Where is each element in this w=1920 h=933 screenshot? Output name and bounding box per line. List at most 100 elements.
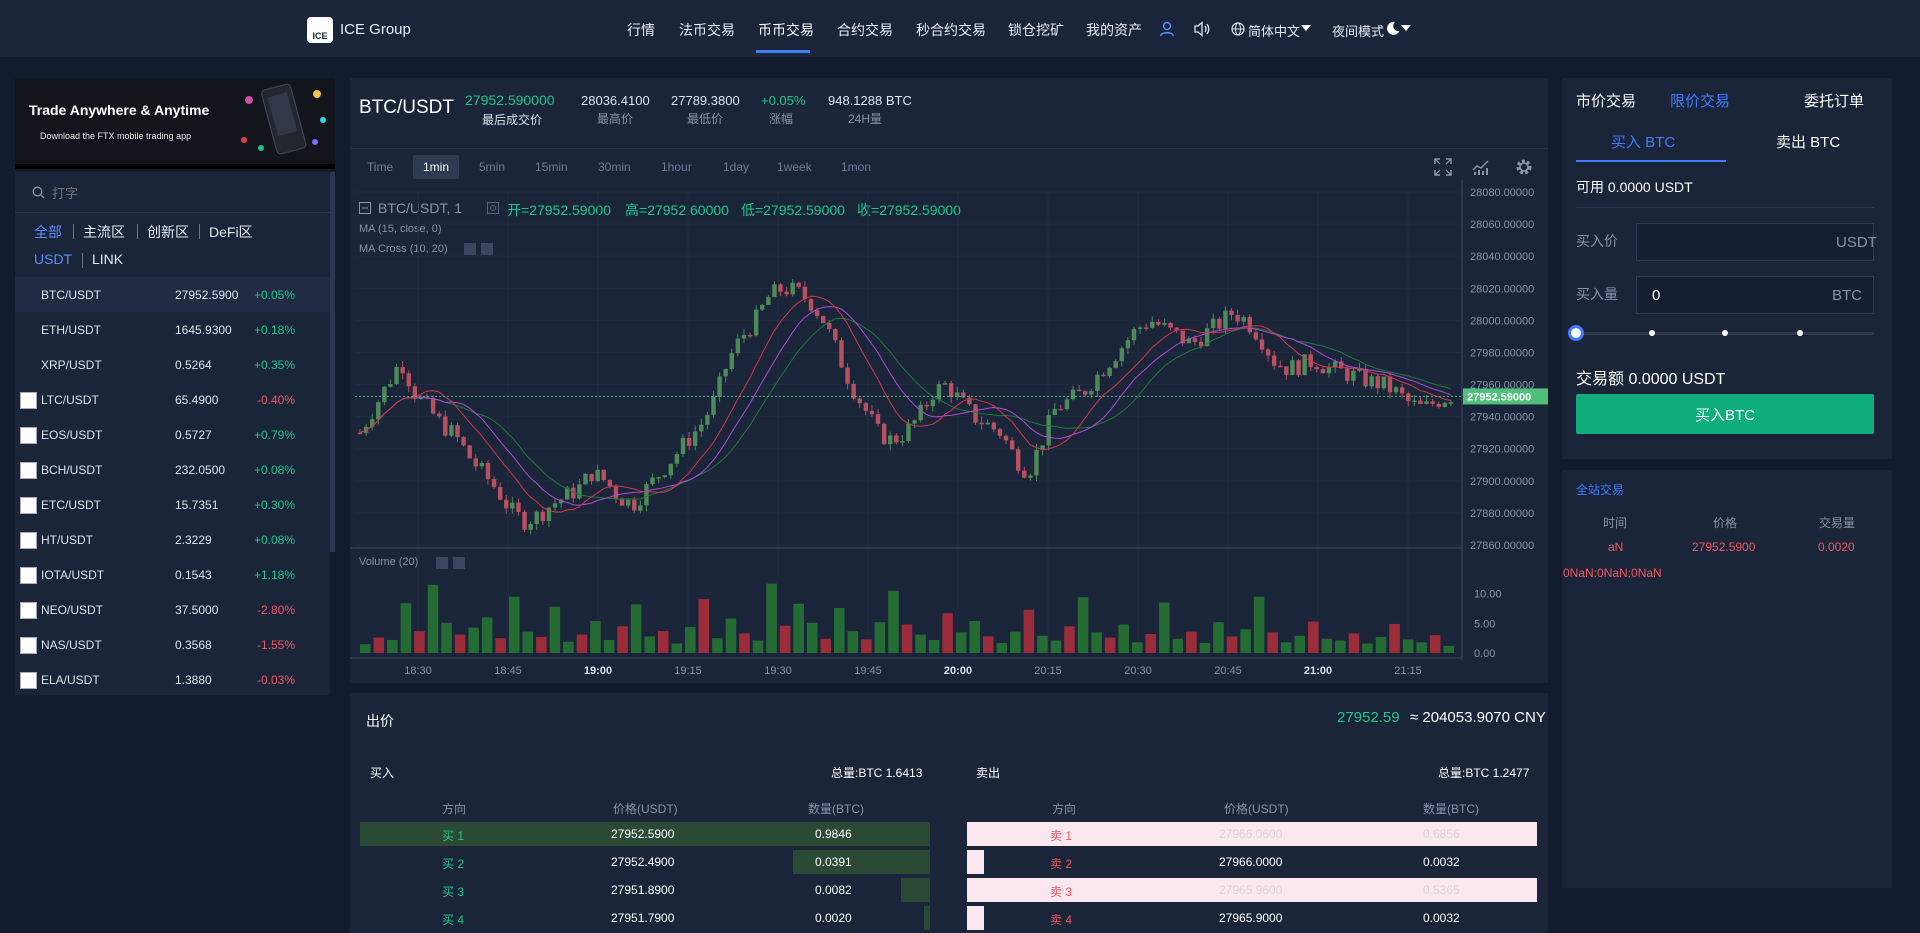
candlestick-chart[interactable]: 28080.00000 28060.00000 28040.00000 28020.0…: [350, 180, 1548, 680]
market-search-input[interactable]: [52, 182, 312, 204]
timeframe-1week[interactable]: 1week: [777, 160, 812, 174]
candle-body: [1174, 327, 1179, 331]
nav-staking[interactable]: 锁仓挖矿: [1008, 22, 1064, 38]
market-row[interactable]: BCH/USDT 232.0500 +0.08%: [15, 452, 330, 487]
price-axis-tick: 28040.00000: [1470, 251, 1534, 263]
buy-price-input[interactable]: [1636, 223, 1874, 261]
market-row[interactable]: BTC/USDT 27952.5900 +0.05%: [15, 277, 330, 312]
market-row[interactable]: ETC/USDT 15.7351 +0.30%: [15, 487, 330, 522]
trade-history-title[interactable]: 全站交易: [1576, 483, 1625, 497]
nav-second-contract[interactable]: 秒合约交易: [916, 22, 986, 38]
market-row[interactable]: ELA/USDT 1.3880 -0.03%: [15, 662, 330, 697]
tab-open-orders[interactable]: 委托订单: [1804, 93, 1865, 110]
zone-tab-defi[interactable]: DeFi区: [209, 224, 253, 240]
timeframe-time[interactable]: Time: [367, 160, 394, 174]
candle-body: [1302, 354, 1307, 376]
candle-body: [1418, 400, 1423, 404]
volume-close-icon[interactable]: [453, 557, 465, 569]
market-row[interactable]: NEO/USDT 37.5000 -2.80%: [15, 592, 330, 627]
app-promo-banner[interactable]: Trade Anywhere & Anytime Download the FT…: [15, 78, 335, 164]
market-row[interactable]: ETH/USDT 1645.9300 +0.18%: [15, 312, 330, 347]
candle-body: [534, 511, 539, 524]
market-row[interactable]: EOS/USDT 0.5727 +0.79%: [15, 417, 330, 452]
ask-side: 卖 3: [1050, 885, 1073, 899]
asks-title: 卖出: [976, 766, 1001, 780]
tab-buy-btc[interactable]: 买入 BTC: [1611, 134, 1676, 151]
search-icon: [32, 186, 45, 199]
collapse-legend-icon[interactable]: [359, 202, 371, 214]
market-pair: BCH/USDT: [41, 463, 103, 477]
volume-settings-icon[interactable]: [436, 557, 448, 569]
bid-depth-bar: [901, 878, 930, 902]
volume-bar: [508, 596, 520, 653]
moon-icon[interactable]: [1386, 21, 1400, 35]
volume-axis-tick: 5.00: [1474, 618, 1495, 630]
market-list-scrollbar[interactable]: [330, 172, 335, 552]
timeframe-1min[interactable]: 1min: [413, 155, 460, 179]
timeframe-1hour[interactable]: 1hour: [661, 160, 692, 174]
volume-axis-tick: 10.00: [1474, 589, 1502, 601]
quote-tab-usdt[interactable]: USDT: [34, 251, 73, 267]
tab-limit-order[interactable]: 限价交易: [1670, 93, 1731, 110]
timeframe-30min[interactable]: 30min: [598, 160, 631, 174]
slider-stop-75[interactable]: [1797, 330, 1803, 336]
volume-bar: [942, 613, 953, 653]
candle-body: [1265, 349, 1271, 356]
timeframe-1day[interactable]: 1day: [723, 160, 750, 174]
legend-ma-cross-settings-icon[interactable]: [464, 243, 476, 255]
nav-contract-trade[interactable]: 合约交易: [837, 22, 893, 38]
brand-name[interactable]: ICE Group: [340, 21, 411, 38]
logo[interactable]: ICE: [307, 17, 333, 43]
indicators-icon[interactable]: [1472, 158, 1490, 176]
fullscreen-icon[interactable]: [1434, 158, 1452, 176]
nav-market[interactable]: 行情: [627, 22, 655, 38]
sound-icon[interactable]: [1194, 21, 1211, 37]
user-icon[interactable]: [1159, 21, 1175, 37]
slider-stop-25[interactable]: [1649, 330, 1655, 336]
time-axis-tick: 20:30: [1124, 665, 1152, 677]
market-row[interactable]: HT/USDT 2.3229 +0.08%: [15, 522, 330, 557]
slider-stop-50[interactable]: [1722, 330, 1728, 336]
volume-bar: [1253, 596, 1265, 653]
zone-tab-mainstream[interactable]: 主流区: [83, 224, 125, 240]
nav-fiat-trade[interactable]: 法币交易: [679, 22, 735, 38]
nav-spot-trade[interactable]: 币币交易: [758, 22, 814, 38]
volume-bar: [1321, 638, 1333, 653]
percentage-slider-handle[interactable]: [1568, 325, 1584, 341]
market-row[interactable]: XRP/USDT 0.5264 +0.35%: [15, 347, 330, 382]
tab-market-order[interactable]: 市价交易: [1576, 93, 1637, 110]
market-row[interactable]: LTC/USDT 65.4900 -0.40%: [15, 382, 330, 417]
buy-btc-button[interactable]: 买入BTC: [1576, 394, 1874, 434]
language-selector[interactable]: 简体中文: [1248, 24, 1301, 39]
ma-20-line: [359, 317, 1452, 500]
timeframe-5min[interactable]: 5min: [479, 160, 506, 174]
candle-body: [644, 484, 649, 506]
candle-body: [1339, 361, 1344, 369]
market-row[interactable]: IOTA/USDT 0.1543 +1.18%: [15, 557, 330, 592]
legend-ma-cross-close-icon[interactable]: [481, 243, 493, 255]
candle-body: [839, 340, 844, 368]
volume-bar: [1402, 639, 1414, 653]
candle-body: [1125, 340, 1131, 349]
market-row[interactable]: NAS/USDT 0.3568 -1.55%: [15, 627, 330, 662]
candle-body: [1351, 370, 1356, 381]
quote-tab-link[interactable]: LINK: [92, 251, 124, 267]
chevron-down-icon[interactable]: [1301, 25, 1311, 32]
legend-settings-icon[interactable]: [487, 202, 499, 214]
globe-icon[interactable]: [1231, 22, 1245, 36]
timeframe-15min[interactable]: 15min: [535, 160, 568, 174]
zone-tab-all[interactable]: 全部: [34, 224, 62, 240]
ask-price: 27965.9000: [1219, 911, 1283, 925]
candle-body: [449, 425, 454, 436]
zone-tab-innovation[interactable]: 创新区: [147, 224, 189, 240]
timeframe-1mon[interactable]: 1mon: [841, 160, 872, 174]
buy-qty-input[interactable]: [1636, 276, 1874, 314]
tab-sell-btc[interactable]: 卖出 BTC: [1776, 134, 1841, 151]
nav-my-assets[interactable]: 我的资产: [1086, 22, 1142, 38]
bid-depth-bar: [924, 906, 930, 930]
candle-body: [1278, 365, 1283, 368]
settings-gear-icon[interactable]: [1514, 157, 1534, 177]
night-mode-label[interactable]: 夜间模式: [1332, 24, 1385, 39]
chevron-down-icon[interactable]: [1401, 25, 1411, 32]
candle-body: [1143, 327, 1149, 329]
